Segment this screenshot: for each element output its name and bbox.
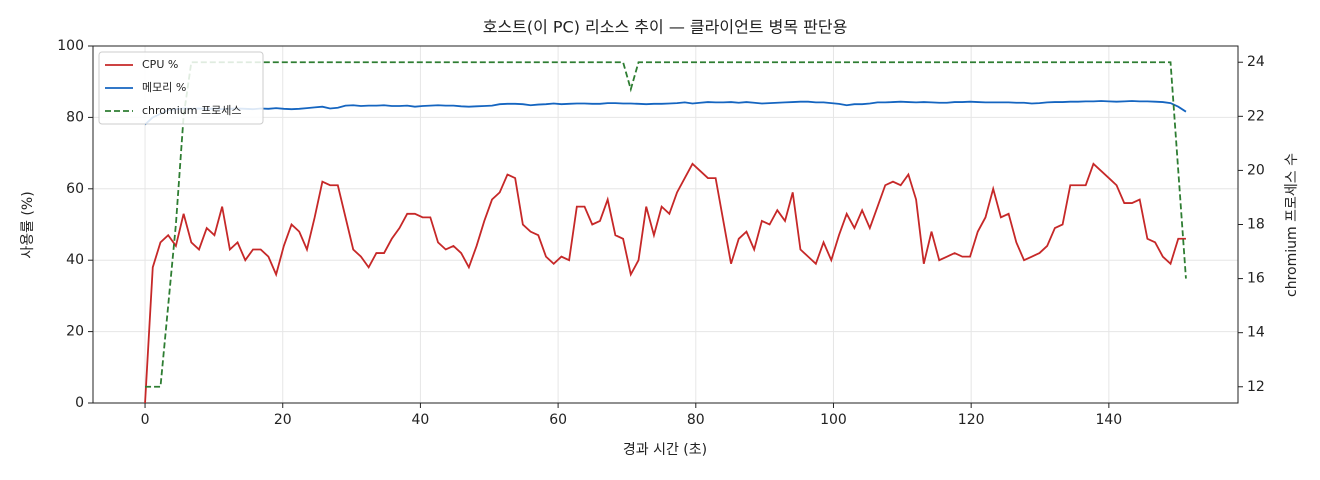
y2-tick-label: 22 [1247,108,1265,124]
chart-title: 호스트(이 PC) 리소스 추이 — 클라이언트 병목 판단용 [483,18,848,37]
x-axis-label: 경과 시간 (초) [623,442,707,458]
legend-box [98,51,264,125]
legend: CPU % 메모리 % chromium 프로세스 [98,51,264,125]
legend-label: 메모리 % [142,81,186,94]
y2-tick-label: 16 [1247,271,1265,287]
x-tick-label: 100 [820,412,847,428]
y2-tick-label: 18 [1247,217,1265,233]
y-tick-label: 20 [66,324,84,340]
x-tick-label: 80 [687,412,705,428]
x-tick-label: 20 [274,412,292,428]
y-tick-label: 80 [66,109,84,125]
x-tick-label: 0 [141,412,150,428]
series-line [145,61,1187,388]
y-tick-label: 60 [66,181,84,197]
plot-frame [92,45,1239,404]
y2-tick-label: 14 [1247,325,1265,341]
y2-tick-label: 20 [1247,162,1265,178]
y-tick-label: 100 [57,38,84,54]
legend-label: chromium 프로세스 [142,104,241,117]
y2-axis-label: chromium 프로세스 수 [1284,153,1300,297]
series-line [144,100,1187,126]
x-tick-label: 120 [958,412,985,428]
x-tick-label: 60 [549,412,567,428]
y-axis-label: 사용률 (%) [20,191,36,258]
y2-tick-label: 24 [1247,54,1265,70]
x-tick-label: 40 [412,412,430,428]
y-tick-label: 40 [66,252,84,268]
y-tick-label: 0 [75,395,84,411]
series-line [144,162,1186,404]
x-tick-label: 140 [1095,412,1122,428]
legend-label: CPU % [142,58,178,71]
y2-tick-label: 12 [1247,379,1265,395]
